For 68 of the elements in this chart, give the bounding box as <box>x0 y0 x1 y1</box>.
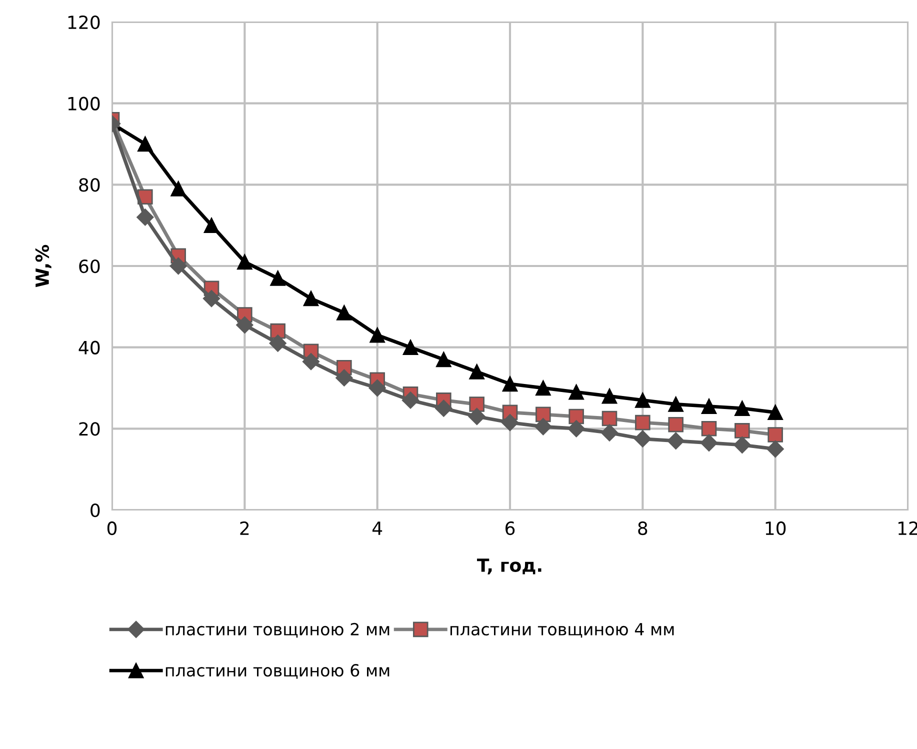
y-tick-label: 20 <box>79 422 100 436</box>
point <box>635 414 650 430</box>
point <box>568 384 584 400</box>
point <box>435 400 452 417</box>
x-tick-label: 4 <box>372 522 382 535</box>
point <box>667 432 684 450</box>
legend-label: пластини товщиною 4 мм <box>450 623 674 638</box>
point <box>138 136 153 152</box>
point <box>602 388 618 404</box>
point <box>536 406 551 422</box>
point <box>502 376 518 392</box>
point <box>302 353 320 370</box>
point <box>668 416 684 432</box>
point <box>202 290 220 308</box>
x-axis-title: T, год. <box>477 558 542 574</box>
x-tick-label: 8 <box>638 521 648 536</box>
point <box>370 327 385 343</box>
point <box>734 436 751 454</box>
point <box>237 254 252 270</box>
y-tick-label: 120 <box>68 15 100 30</box>
point <box>336 369 353 386</box>
point <box>204 218 220 233</box>
point <box>269 334 286 352</box>
point <box>170 181 186 196</box>
point <box>236 316 254 334</box>
point <box>536 380 551 396</box>
point <box>568 408 584 424</box>
point <box>270 270 286 286</box>
y-tick-label: 80 <box>79 178 100 192</box>
x-tick-label: 6 <box>506 521 515 536</box>
point <box>501 414 519 432</box>
point <box>700 434 718 452</box>
point <box>768 427 783 442</box>
point <box>469 396 484 412</box>
point <box>368 379 386 397</box>
y-tick-label: 60 <box>79 259 100 274</box>
point <box>734 423 750 438</box>
point <box>635 392 650 408</box>
point <box>303 290 319 306</box>
point <box>170 257 187 275</box>
point <box>534 418 552 436</box>
point <box>602 410 618 426</box>
point <box>270 323 286 339</box>
x-tick-label: 2 <box>240 521 249 535</box>
x-tick-label: 10 <box>766 521 786 536</box>
point <box>701 421 717 436</box>
point <box>668 396 684 412</box>
point <box>402 392 420 409</box>
x-tick-label: 0 <box>107 521 117 536</box>
point <box>600 424 618 442</box>
point <box>768 404 783 420</box>
point <box>402 340 418 355</box>
y-tick-label: 40 <box>78 340 100 354</box>
y-axis-title: W,% <box>35 244 52 288</box>
legend-label: пластини товщиною 6 мм <box>166 664 390 679</box>
legend-label: пластини товщиною 2 мм <box>166 622 390 638</box>
point <box>568 420 585 438</box>
point <box>468 408 486 426</box>
point <box>469 364 484 380</box>
y-tick-label: 100 <box>68 96 100 110</box>
point <box>701 398 717 414</box>
point <box>734 400 750 416</box>
point <box>766 440 784 458</box>
point <box>634 430 652 448</box>
point <box>436 352 452 368</box>
y-tick-label: 0 <box>90 503 100 518</box>
point <box>336 305 352 320</box>
point <box>136 208 154 226</box>
